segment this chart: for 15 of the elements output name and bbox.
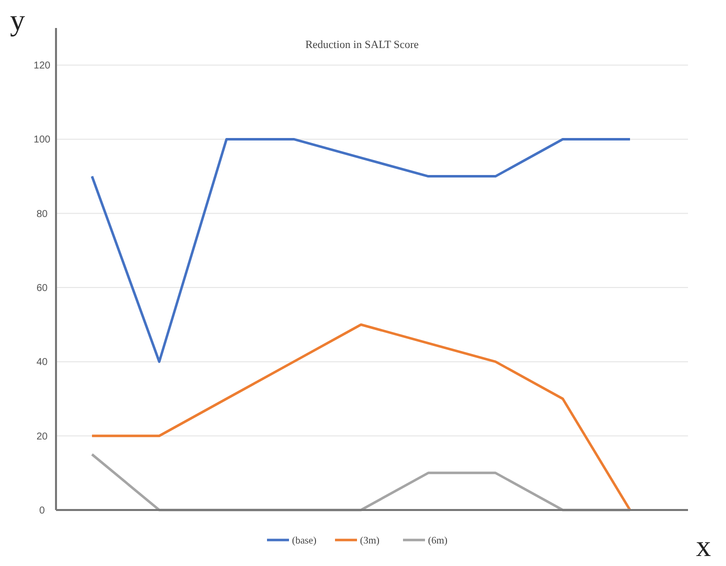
y-tick-label: 60	[36, 283, 48, 294]
line-series	[90, 138, 632, 363]
y-tick-label: 80	[36, 208, 48, 220]
legend-label: (6m)	[428, 536, 448, 546]
y-tick-label: 100	[34, 134, 51, 146]
y-tick-label: 20	[36, 431, 48, 442]
y-axis-title: y	[10, 4, 25, 37]
legend-label: (base)	[292, 536, 316, 546]
legend-label: (3m)	[360, 536, 380, 546]
line-series	[90, 323, 632, 512]
x-axis-title: x	[696, 530, 711, 563]
y-tick-label: 120	[34, 60, 51, 72]
y-tick-label: 0	[39, 506, 46, 516]
text: Reduction in SALT Score	[305, 39, 419, 51]
y-tick-label: 40	[36, 357, 48, 368]
